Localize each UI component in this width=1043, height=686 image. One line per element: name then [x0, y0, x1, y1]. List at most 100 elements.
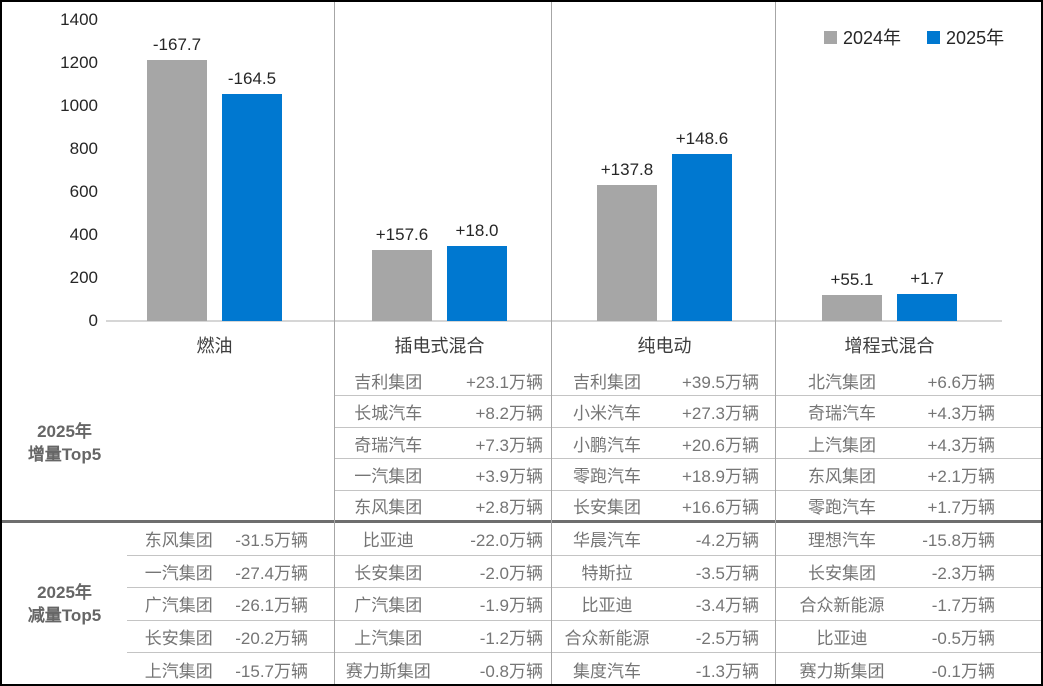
legend-item-2025: 2025年 — [927, 24, 1004, 50]
y-axis-tick-label: 400 — [69, 225, 98, 244]
y-axis-tick-label: 1200 — [60, 53, 98, 72]
bar-2024-fuel — [147, 59, 207, 321]
table-row: 特斯拉 -3.5万辆 — [551, 556, 775, 589]
maker-value-cell: -15.7万辆 — [235, 661, 308, 681]
section-divider — [2, 520, 1041, 523]
legend-item-2024: 2024年 — [824, 24, 901, 50]
table-row: 一汽集团 -27.4万辆 — [127, 556, 334, 589]
table-row: 广汽集团 -26.1万辆 — [127, 588, 334, 621]
table-row: 华晨汽车 -4.2万辆 — [551, 523, 775, 556]
maker-value-cell: +7.3万辆 — [475, 435, 543, 455]
y-axis-tick-label: 1000 — [60, 96, 98, 115]
category-label-range-extended-hybrid: 增程式混合 — [844, 336, 935, 356]
maker-value-cell: -2.5万辆 — [695, 629, 759, 649]
bar-2025-plug-in-hybrid — [447, 246, 507, 321]
legend-swatch-icon — [927, 30, 941, 44]
maker-name-cell: 赛力斯集团 — [345, 661, 431, 681]
table-row: 比亚迪 -22.0万辆 — [334, 523, 551, 556]
panel-divider — [551, 2, 552, 684]
section-header-line: 2025年 — [37, 422, 92, 441]
bar-2024-plug-in-hybrid — [372, 250, 432, 321]
table-row: 广汽集团 -1.9万辆 — [334, 588, 551, 621]
table-column-battery-electric-decrease-top5: 华晨汽车 -4.2万辆特斯拉 -3.5万辆比亚迪 -3.4万辆合众新能源 -2.5万辆集… — [551, 523, 775, 684]
bar-value-label: -167.7 — [152, 34, 202, 54]
table-row: 奇瑞汽车 +7.3万辆 — [334, 428, 551, 460]
maker-value-cell: -26.1万辆 — [235, 596, 308, 616]
section-header-decrease-top5: 2025年减量Top5 — [2, 523, 127, 684]
table-row: 零跑汽车 +18.9万辆 — [551, 459, 775, 491]
maker-value-cell: -1.3万辆 — [695, 661, 759, 681]
table-row: 长城汽车 +8.2万辆 — [334, 396, 551, 428]
maker-name-cell: 广汽集团 — [354, 596, 423, 616]
table-row: 理想汽车 -15.8万辆 — [775, 523, 1041, 556]
section-header-line: 增量Top5 — [27, 445, 102, 464]
panel-divider — [334, 2, 335, 684]
table-column-plug-in-hybrid-decrease-top5: 比亚迪 -22.0万辆 长安集团 -2.0万辆 广汽集团 -1.9万辆 上汽集团 -1.2万辆… — [334, 523, 551, 684]
maker-name-cell: 理想汽车 — [808, 531, 876, 551]
maker-name-cell: 长安集团 — [573, 498, 641, 518]
section-header-line: 2025年 — [37, 583, 92, 602]
y-axis-tick-label: 600 — [69, 182, 98, 201]
maker-name-cell: 小米汽车 — [573, 404, 641, 424]
maker-value-cell: -22.0万辆 — [470, 531, 543, 551]
maker-value-cell: -1.7万辆 — [931, 596, 995, 616]
table-row: 东风集团 +2.8万辆 — [334, 491, 551, 521]
maker-value-cell: -0.5万辆 — [931, 629, 995, 649]
table-row: 比亚迪 -3.4万辆 — [551, 588, 775, 621]
maker-name-cell: 一汽集团 — [144, 563, 213, 583]
maker-value-cell: +3.9万辆 — [475, 466, 543, 486]
table-row: 上汽集团 -1.2万辆 — [334, 621, 551, 654]
table-row: 合众新能源 -1.7万辆 — [775, 588, 1041, 621]
section-header-increase-top5: 2025年增量Top5 — [2, 365, 127, 521]
maker-name-cell: 合众新能源 — [799, 596, 885, 616]
table-row: 吉利集团 +39.5万辆 — [551, 365, 775, 397]
table-row: 东风集团 -31.5万辆 — [127, 523, 334, 556]
maker-value-cell: -2.3万辆 — [931, 563, 995, 583]
maker-value-cell: -1.9万辆 — [479, 596, 543, 616]
maker-value-cell: -4.2万辆 — [695, 531, 759, 551]
table-row: 上汽集团 +4.3万辆 — [775, 428, 1041, 460]
legend-label: 2025年 — [946, 28, 1005, 48]
maker-name-cell: 上汽集团 — [808, 435, 876, 455]
maker-name-cell: 特斯拉 — [581, 563, 633, 583]
maker-name-cell: 集度汽车 — [573, 661, 641, 681]
table-column-plug-in-hybrid-increase-top5: 吉利集团 +23.1万辆 长城汽车 +8.2万辆 奇瑞汽车 +7.3万辆 一汽集团 +3.9万… — [334, 365, 551, 521]
category-label-plug-in-hybrid: 插电式混合 — [394, 336, 485, 356]
table-column-fuel-decrease-top5: 东风集团 -31.5万辆一汽集团 -27.4万辆广汽集团 -26.1万辆长安集团 -20… — [127, 523, 334, 684]
bar-value-label: +157.6 — [375, 225, 429, 245]
maker-value-cell: +16.6万辆 — [681, 498, 759, 518]
maker-name-cell: 东风集团 — [808, 466, 876, 486]
x-axis-line — [106, 320, 1002, 322]
table-row: 合众新能源 -2.5万辆 — [551, 621, 775, 654]
y-axis-tick-label: 0 — [88, 311, 98, 330]
maker-name-cell: 合众新能源 — [564, 629, 650, 649]
bar-value-label: +1.7 — [910, 268, 944, 288]
maker-name-cell: 一汽集团 — [354, 466, 423, 486]
panel-divider — [775, 2, 776, 684]
table-row: 长安集团 -20.2万辆 — [127, 621, 334, 654]
maker-value-cell: +1.7万辆 — [927, 498, 995, 518]
maker-value-cell: -3.4万辆 — [695, 596, 759, 616]
maker-name-cell: 比亚迪 — [581, 596, 633, 616]
maker-name-cell: 北汽集团 — [808, 372, 876, 392]
bar-value-label: +55.1 — [830, 269, 874, 289]
section-header-line: 减量Top5 — [27, 606, 102, 625]
table-row: 东风集团 +2.1万辆 — [775, 459, 1041, 491]
maker-name-cell: 长城汽车 — [354, 404, 423, 424]
maker-value-cell: -27.4万辆 — [235, 563, 308, 583]
maker-value-cell: -3.5万辆 — [695, 563, 759, 583]
table-row: 奇瑞汽车 +4.3万辆 — [775, 396, 1041, 428]
maker-name-cell: 广汽集团 — [144, 596, 213, 616]
bar-value-label: +137.8 — [600, 160, 654, 180]
maker-name-cell: 赛力斯集团 — [799, 661, 885, 681]
table-row: 北汽集团 +6.6万辆 — [775, 365, 1041, 397]
legend-swatch-icon — [824, 30, 837, 44]
maker-value-cell: +8.2万辆 — [475, 404, 543, 424]
maker-name-cell: 比亚迪 — [362, 531, 414, 551]
maker-value-cell: -0.8万辆 — [479, 661, 543, 681]
maker-name-cell: 长安集团 — [808, 563, 876, 583]
table-row: 零跑汽车 +1.7万辆 — [775, 491, 1041, 521]
bar-2025-battery-electric — [672, 153, 732, 321]
legend-label: 2024年 — [843, 28, 902, 48]
